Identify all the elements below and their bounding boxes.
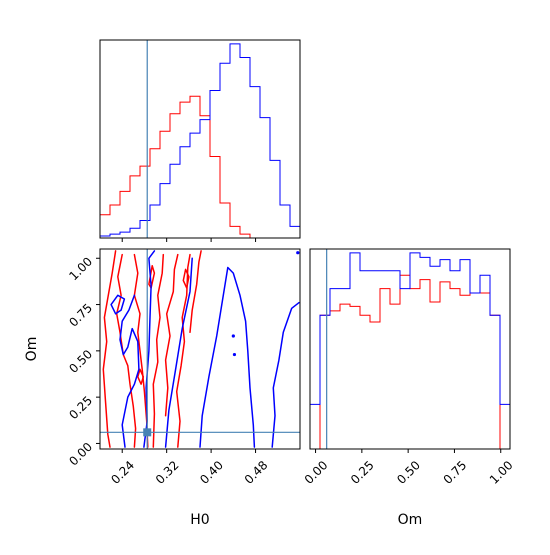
hist-h0-frame bbox=[99, 39, 301, 239]
contour-series-b bbox=[133, 253, 149, 448]
contour-series-a-dot bbox=[232, 352, 237, 357]
y-axis-label-om: Om bbox=[24, 337, 40, 362]
contour-series-b bbox=[182, 268, 190, 289]
hist-h0-series-a bbox=[99, 43, 301, 238]
contour-series-a bbox=[110, 294, 126, 315]
hist-om-series-b bbox=[310, 274, 510, 450]
contour-ytick-label: 1.00 bbox=[66, 254, 95, 283]
contour-ytick-label: 0.50 bbox=[66, 347, 95, 376]
contour-frame bbox=[99, 248, 301, 450]
contour-ytick-label: 0.25 bbox=[66, 393, 95, 422]
hist-om-xtick-label: 0.50 bbox=[394, 458, 423, 487]
hist-h0-panel bbox=[99, 39, 301, 242]
hist-om-frame bbox=[309, 248, 511, 450]
hist-om-xtick-label: 1.00 bbox=[487, 458, 516, 487]
contour-series-a-dot bbox=[231, 334, 235, 338]
contour-series-b bbox=[137, 368, 145, 385]
contour-series-b bbox=[102, 250, 117, 448]
contour-series-b bbox=[189, 250, 202, 334]
hist-om-panel: 0.00 0.25 0.50 0.75 1.00 Om bbox=[302, 248, 516, 528]
contour-xtick-label: 0.40 bbox=[197, 458, 226, 487]
contour-ytick-label: 0.00 bbox=[66, 440, 95, 469]
truth-marker bbox=[143, 428, 152, 437]
contour-series-b bbox=[164, 253, 179, 417]
hist-om-xtick-label: 0.75 bbox=[441, 458, 470, 487]
contour-xtick-label: 0.48 bbox=[242, 458, 271, 487]
hist-om-xtick-label: 0.00 bbox=[302, 458, 331, 487]
contour-series-a bbox=[199, 266, 256, 448]
contour-series-a bbox=[164, 257, 193, 448]
x-axis-label-om: Om bbox=[398, 512, 423, 528]
contour-ytick-label: 0.75 bbox=[66, 301, 95, 330]
contour-panel: 0.24 0.32 0.40 0.48 0.00 0.25 0.50 0.75 1.00 H0… bbox=[24, 248, 301, 528]
hist-om-xtick-label: 0.25 bbox=[348, 458, 377, 487]
contour-series-a-dot bbox=[296, 251, 300, 255]
contour-xtick-label: 0.24 bbox=[108, 458, 137, 487]
hist-h0-series-b bbox=[99, 95, 300, 239]
contour-xtick-label: 0.32 bbox=[153, 458, 182, 487]
contour-series-a bbox=[271, 301, 300, 448]
contour-series-a bbox=[119, 294, 140, 448]
x-axis-label-h0: H0 bbox=[190, 512, 209, 528]
contour-series-b bbox=[152, 253, 165, 448]
hist-om-series-a bbox=[309, 252, 511, 449]
contour-series-b bbox=[175, 253, 191, 448]
